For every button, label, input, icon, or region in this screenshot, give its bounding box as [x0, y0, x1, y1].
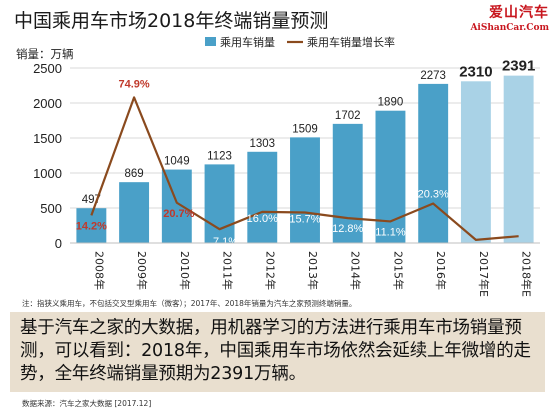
growth-rate-label: 20.3%: [418, 189, 449, 201]
summary-box: [10, 312, 545, 392]
data-source: 数据来源：汽车之家大数据 [2017.12]: [22, 399, 152, 408]
growth-rate-label: 11.1%: [375, 226, 406, 238]
y-tick-label: 2000: [33, 96, 62, 111]
bar: [119, 182, 150, 243]
bar: [290, 137, 320, 243]
growth-rate-label: 74.9%: [118, 78, 149, 90]
growth-rate-label: 20.7%: [163, 208, 194, 220]
legend-line-label: 乘用车销量增长率: [307, 35, 395, 49]
y-axis-label: 销量：万辆: [16, 47, 74, 61]
y-tick-label: 1000: [33, 166, 62, 181]
bar: [247, 151, 278, 243]
bar-value-label: 1509: [292, 123, 318, 135]
x-tick-label: 2010年: [178, 251, 192, 290]
bar: [375, 110, 406, 243]
growth-rate-label: 7.1%: [213, 236, 238, 248]
bar: [204, 164, 235, 243]
bar-value-label: 2273: [420, 70, 446, 82]
x-tick-label: 2017年E: [477, 251, 491, 297]
legend-bar-label: 乘用车销量: [220, 35, 275, 49]
x-tick-label: 2016年: [434, 251, 448, 290]
chart-title: 中国乘用车市场2018年终端销量预测: [14, 10, 329, 32]
x-tick-label: 2018年E: [520, 251, 534, 297]
bar: [332, 123, 363, 243]
y-tick-label: 500: [40, 201, 62, 216]
bar-value-label: 1303: [249, 138, 275, 150]
x-tick-label: 2014年: [349, 251, 363, 290]
logo-url: AiShanCar.Com: [470, 23, 549, 33]
bar-value-label: 1049: [164, 156, 190, 168]
x-tick-label: 2015年: [391, 251, 405, 290]
growth-rate-label: 14.2%: [76, 220, 107, 232]
y-tick-label: 1500: [33, 131, 62, 146]
y-tick-label: 0: [55, 236, 62, 251]
x-tick-label: 2009年: [135, 251, 149, 290]
bar-value-label: 1123: [207, 150, 232, 162]
logo-name: 爱山汽车: [489, 5, 549, 21]
bar-value-label: 2391: [502, 58, 535, 75]
bar-value-label: 2310: [459, 63, 492, 80]
growth-rate-line: [90, 96, 519, 241]
growth-rate-label: 15.7%: [289, 213, 320, 225]
x-tick-label: 2008年: [92, 251, 106, 290]
bar: [418, 83, 449, 243]
bar: [161, 169, 192, 243]
growth-rate-label: 1.6%: [461, 248, 491, 263]
bar: [460, 81, 491, 243]
bar-value-label: 1702: [335, 110, 361, 122]
summary-text: 基于汽车之家的大数据，用机器学习的方法进行乘用车市场销量预测，可以看到：2018…: [20, 318, 531, 384]
bar: [503, 75, 534, 243]
y-tick-label: 2500: [33, 61, 62, 76]
growth-rate-label: 12.8%: [332, 223, 363, 235]
x-tick-label: 2012年: [263, 251, 277, 290]
x-tick-label: 2013年: [306, 251, 320, 290]
legend-bar-swatch: [205, 37, 216, 46]
growth-rate-label: 16.0%: [247, 213, 278, 225]
growth-rate-label: 3.5%: [504, 244, 534, 259]
bar-value-label: 869: [124, 168, 143, 180]
logo: 爱山汽车 AiShanCar.Com: [470, 2, 549, 33]
footnote: 注：指狭义乘用车，不包括交叉型乘用车（微客）；2017年、2018年销量为汽车之…: [22, 299, 357, 308]
bar-value-label: 1890: [378, 97, 404, 109]
x-tick-label: 2011年: [221, 251, 235, 290]
